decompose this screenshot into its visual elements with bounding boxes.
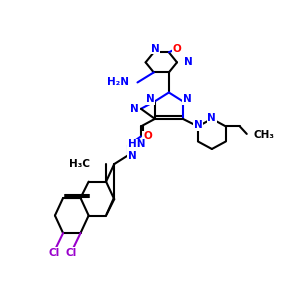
- Text: N: N: [184, 57, 193, 68]
- Text: N: N: [183, 94, 192, 104]
- Text: HN: HN: [128, 140, 146, 149]
- Text: O: O: [172, 44, 182, 54]
- Text: O: O: [143, 131, 152, 141]
- Text: H₂N: H₂N: [107, 77, 129, 88]
- Text: N: N: [208, 113, 216, 123]
- Text: CH₃: CH₃: [254, 130, 275, 140]
- Text: Cl: Cl: [66, 248, 77, 258]
- Text: H₃C: H₃C: [69, 159, 90, 169]
- Text: N: N: [194, 120, 202, 130]
- Text: N: N: [130, 104, 139, 114]
- Text: N: N: [151, 44, 159, 54]
- Text: N: N: [146, 94, 154, 104]
- Text: N: N: [128, 151, 137, 161]
- Text: Cl: Cl: [48, 248, 59, 258]
